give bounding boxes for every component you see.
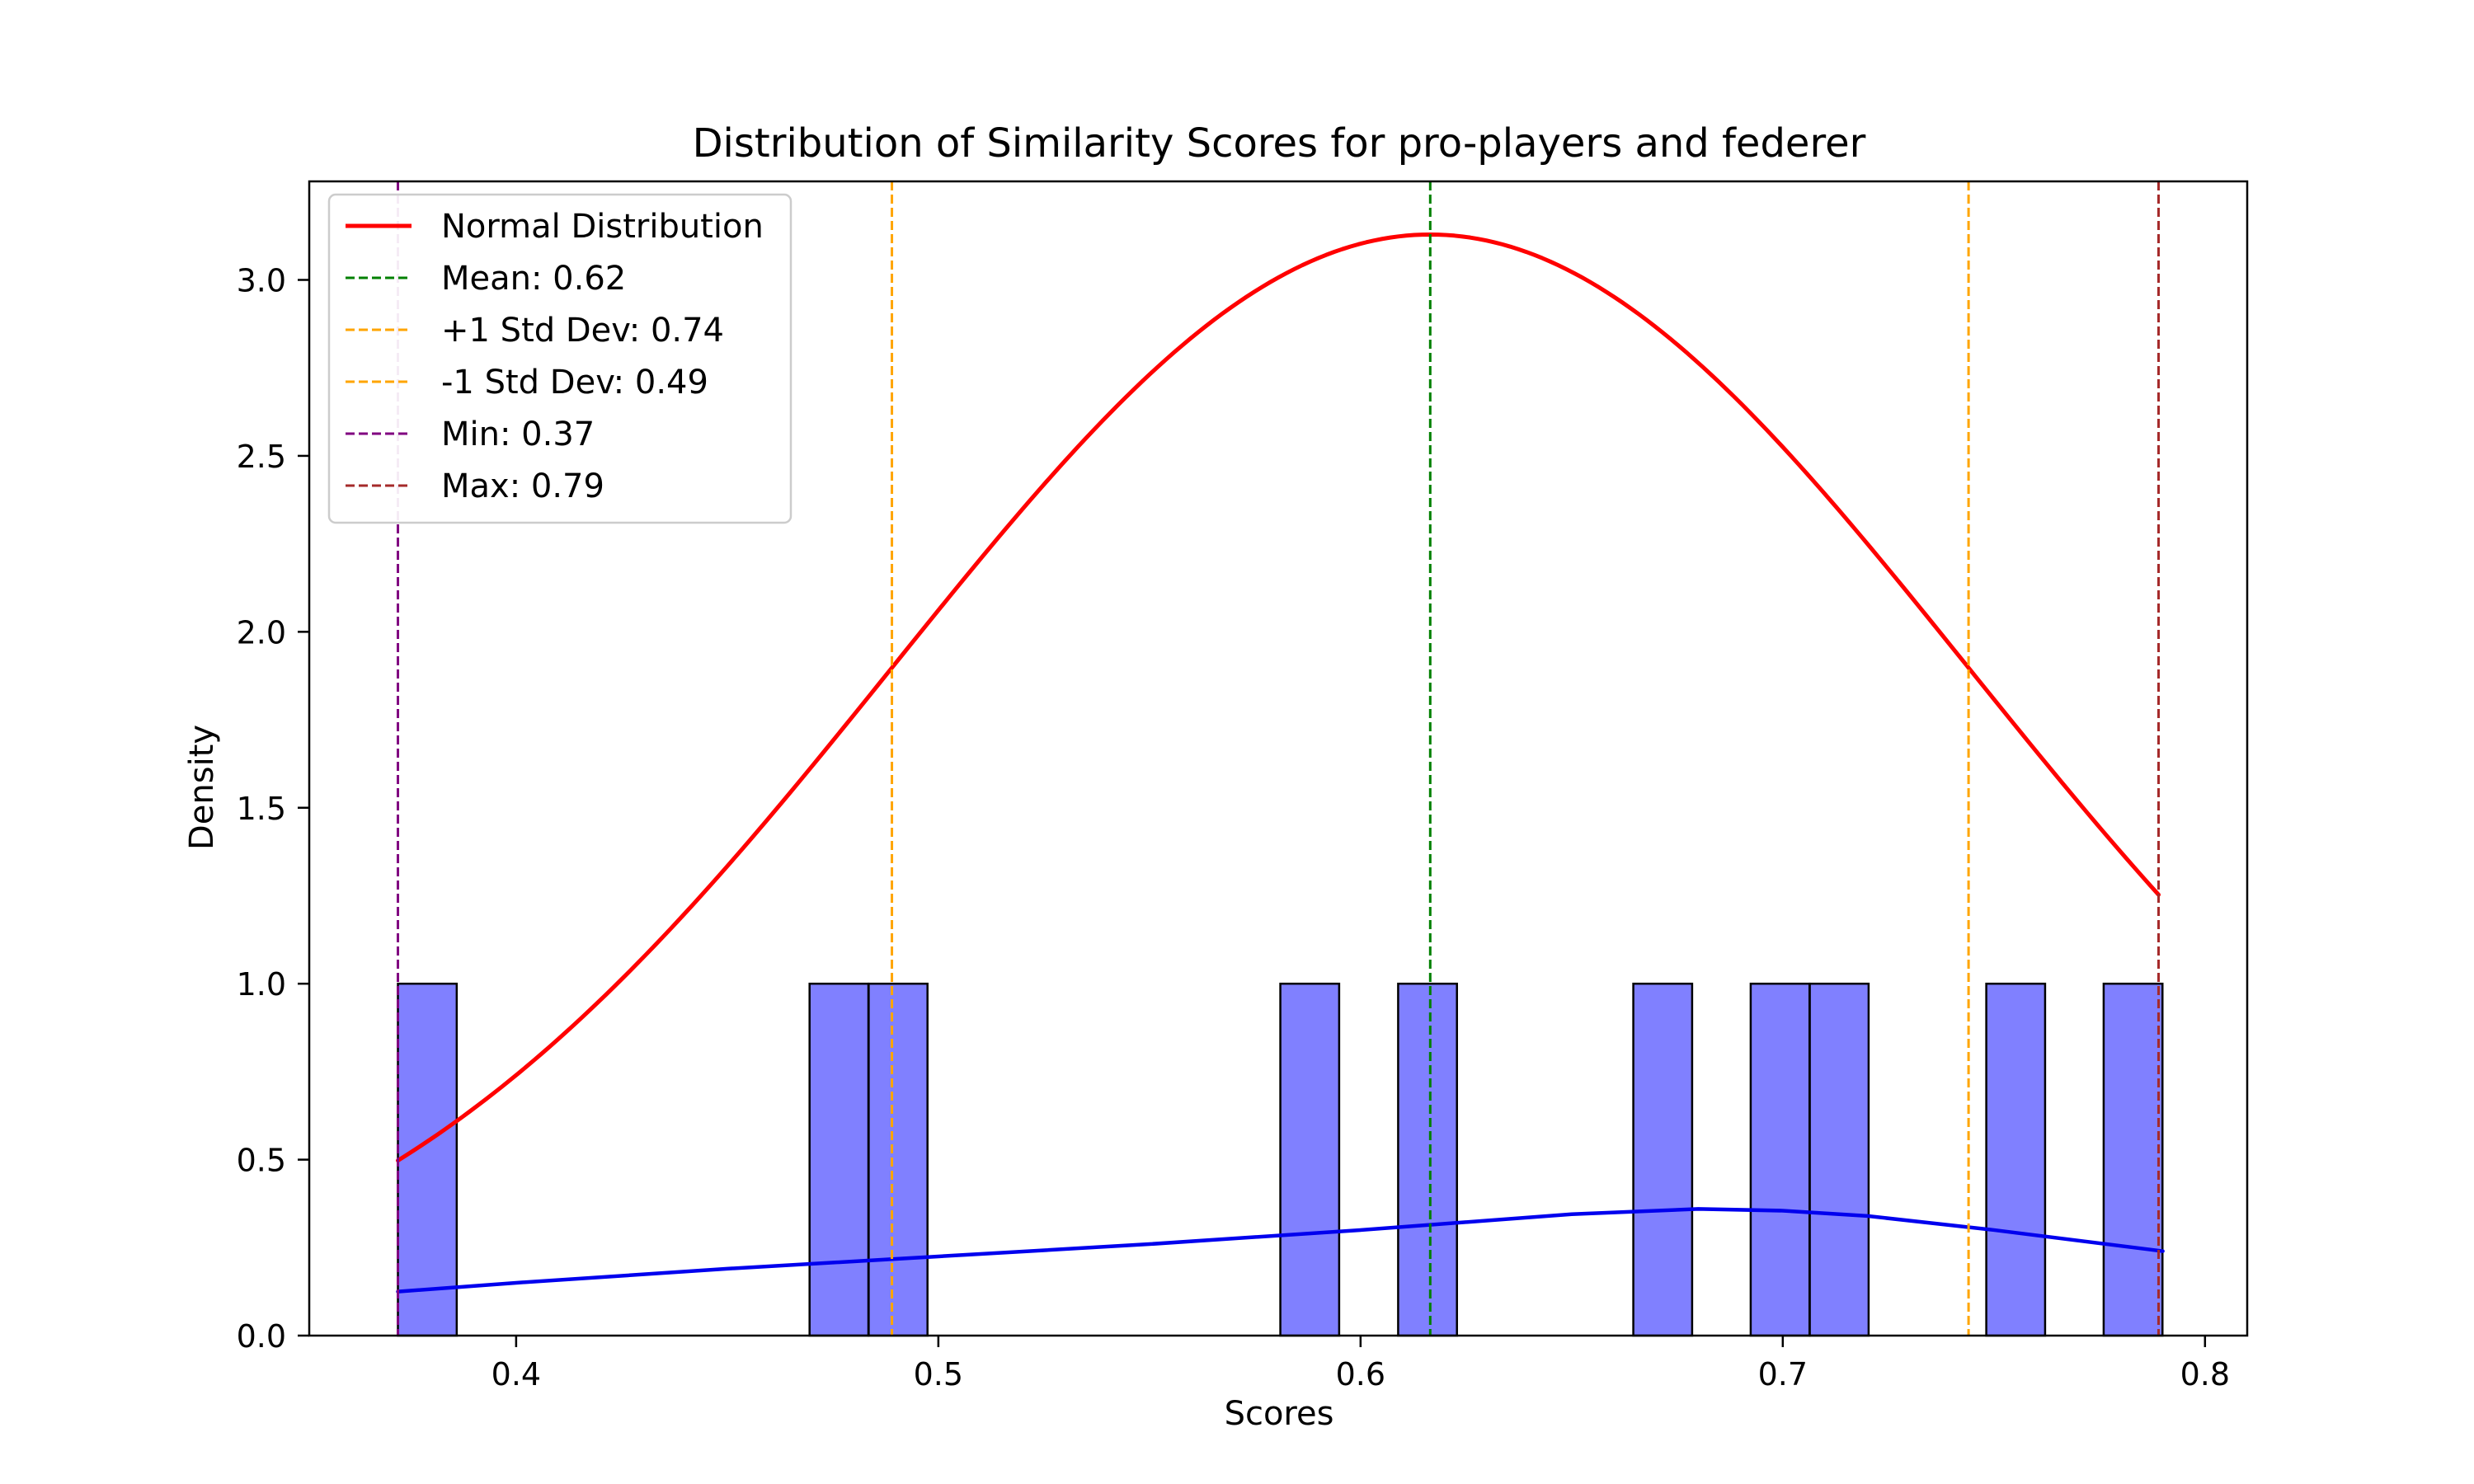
y-tick-label-5: 2.0: [237, 614, 286, 650]
y-tick-label-7: 3.0: [237, 263, 286, 299]
x-tick-label-3: 0.6: [1336, 1356, 1385, 1392]
y-tick-label-1: 0.0: [237, 1318, 286, 1355]
plot-frame: [308, 180, 2249, 1337]
y-tick-label-2: 0.5: [237, 1143, 286, 1179]
x-tick-label-2: 0.5: [914, 1356, 963, 1392]
y-tick-label-6: 2.5: [237, 439, 286, 475]
histogram-bar-5: [1397, 982, 1458, 1337]
legend-label-4: -1 Std Dev: 0.49: [441, 364, 708, 402]
legend-label-5: Min: 0.37: [441, 416, 595, 453]
y-tick-label-3: 1.0: [237, 966, 286, 1003]
y-axis-label: Density: [183, 725, 221, 850]
histogram-bar-10: [2102, 982, 2164, 1337]
histogram-bar-1: [397, 982, 459, 1337]
y-tick-label-4: 1.5: [237, 791, 286, 827]
histogram-bar-6: [1632, 982, 1694, 1337]
x-axis-label: Scores: [1225, 1395, 1334, 1433]
legend: Normal Distribution Mean: 0.62 +1 Std Dev:…: [327, 193, 793, 524]
x-tick-label-4: 0.7: [1758, 1356, 1808, 1392]
legend-box: [327, 193, 793, 524]
histogram-bar-4: [1279, 982, 1341, 1337]
legend-label-6: Max: 0.79: [441, 467, 604, 505]
x-tick-label-5: 0.8: [2180, 1356, 2230, 1392]
legend-label-3: +1 Std Dev: 0.74: [441, 312, 724, 350]
normal-distribution-curve: [396, 232, 2161, 1163]
axis-ticks: 0.4 0.5 0.6 0.7 0.8 0.0 0.5 1.0 1.5 2.0 2.5 3.0: [237, 263, 2230, 1392]
histogram-bar-2: [808, 982, 870, 1337]
histogram-bar-3: [868, 982, 929, 1337]
histogram-bar-7: [1749, 982, 1811, 1337]
chart-title: Distribution of Similarity Scores for pr…: [693, 120, 1866, 167]
legend-label-1: Normal Distribution: [441, 208, 764, 246]
legend-label-2: Mean: 0.62: [441, 260, 626, 298]
kde-curve: [396, 1207, 2165, 1294]
x-tick-label-1: 0.4: [492, 1356, 541, 1392]
plot-area: [396, 181, 2165, 1337]
histogram-bar-9: [1985, 982, 2047, 1337]
histogram-bar-8: [1808, 982, 1870, 1337]
